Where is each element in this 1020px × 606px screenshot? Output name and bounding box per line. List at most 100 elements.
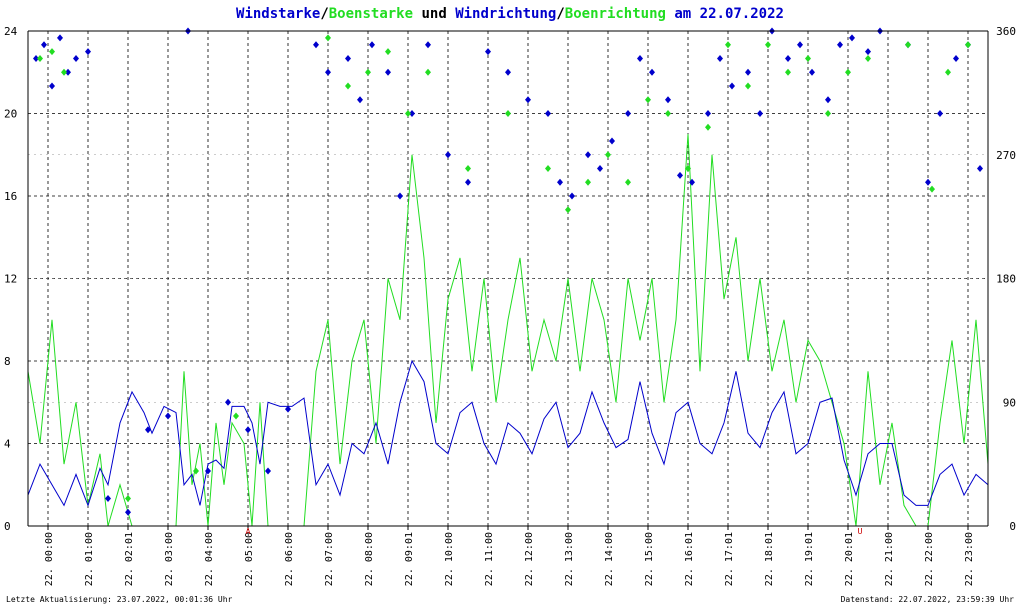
wind-speed-series	[27, 359, 989, 507]
y-right-tick-label: 180	[996, 273, 1016, 286]
title-part: Windrichtung	[455, 6, 556, 22]
wind-direction-point	[545, 110, 551, 117]
x-tick-label: 22. 14:00	[604, 532, 615, 586]
y-left-tick-label: 12	[4, 273, 17, 286]
x-tick-label: 22. 09:01	[404, 532, 415, 586]
gust-direction-point	[825, 110, 831, 117]
gust-direction-point	[425, 68, 431, 76]
gust-direction-point	[405, 110, 411, 117]
y-left-tick-label: 20	[4, 108, 17, 121]
wind-direction-point	[345, 55, 351, 62]
gust-direction-point	[945, 68, 951, 76]
x-tick-label: 22. 04:00	[204, 532, 215, 586]
wind-direction-point	[953, 55, 959, 62]
gust-direction-point	[905, 41, 911, 49]
gust-direction-point	[565, 206, 571, 214]
wind-direction-point	[525, 96, 531, 104]
wind-direction-point	[597, 165, 603, 172]
wind-direction-point	[57, 34, 63, 42]
x-tick-label: 22. 07:00	[324, 532, 335, 586]
wind-direction-point	[485, 48, 491, 56]
gust-direction-point	[125, 495, 131, 502]
gust-direction-point	[765, 41, 771, 49]
y-right-tick-label: 0	[1009, 520, 1016, 533]
gust-direction-point	[705, 123, 711, 131]
x-tick-label: 22. 18:01	[764, 532, 775, 586]
gust-direction-point	[37, 55, 43, 62]
chart-title: Windstarke/Boenstarke und Windrichtung/B…	[236, 6, 784, 22]
gust-direction-point	[725, 41, 731, 49]
gust-direction-point	[325, 34, 331, 42]
gust-direction-point	[665, 110, 671, 117]
wind-direction-point	[369, 41, 375, 49]
wind-direction-point	[665, 96, 671, 104]
wind-direction-point	[33, 55, 39, 62]
y-left-tick-label: 4	[4, 438, 11, 451]
x-tick-label: 22. 01:00	[84, 532, 95, 586]
gust-direction-point	[345, 82, 351, 90]
gust-direction-point	[845, 68, 851, 76]
event-marker-label: A	[246, 527, 251, 536]
gust-direction-point	[685, 165, 691, 172]
wind-direction-point	[325, 68, 331, 76]
wind-direction-point	[837, 41, 843, 49]
gust-direction-point	[49, 48, 55, 56]
wind-speed-line	[27, 359, 989, 507]
wind-direction-point	[265, 467, 271, 475]
gust-direction-point	[745, 82, 751, 90]
wind-direction-point	[85, 48, 91, 56]
title-part: /	[556, 6, 564, 22]
y-right-tick-label: 360	[996, 25, 1016, 38]
event-marker-label: U	[858, 527, 863, 536]
wind-direction-point	[677, 171, 683, 179]
y-left-tick-label: 8	[4, 355, 11, 368]
x-tick-label: 22. 02:01	[124, 532, 135, 586]
gust-direction-point	[605, 151, 611, 159]
x-tick-label: 22. 05:00	[244, 532, 255, 586]
x-tick-label: 22. 13:00	[564, 532, 575, 586]
gust-direction-point	[545, 165, 551, 172]
y-axis-right-ticks: 0 90 180 270 360	[996, 25, 1016, 533]
wind-direction-point	[49, 82, 55, 90]
wind-direction-point	[849, 34, 855, 42]
y-right-tick-label: 270	[996, 149, 1016, 162]
axes	[27, 30, 989, 527]
x-tick-label: 22. 12:00	[524, 532, 535, 586]
gust-direction-point	[365, 68, 371, 76]
wind-direction-point	[425, 41, 431, 49]
wind-direction-point	[585, 151, 591, 159]
wind-direction-point	[977, 165, 983, 172]
x-tick-label: 22. 00:00	[44, 532, 55, 586]
x-tick-label: 22. 21:00	[884, 532, 895, 586]
wind-direction-point	[105, 495, 111, 502]
x-tick-label: 22. 10:00	[444, 532, 455, 586]
wind-direction-point	[41, 41, 47, 49]
x-tick-label: 22. 17:01	[724, 532, 735, 586]
wind-direction-point	[625, 110, 631, 117]
x-tick-label: 22. 19:01	[804, 532, 815, 586]
y-left-tick-label: 16	[4, 190, 17, 203]
wind-direction-point	[409, 110, 415, 117]
gust-direction-point	[385, 48, 391, 56]
wind-direction-point	[745, 68, 751, 76]
x-tick-label: 22. 16:01	[684, 532, 695, 586]
y-left-tick-label: 24	[4, 25, 18, 38]
gust-speed-series	[27, 134, 989, 527]
wind-direction-point	[145, 426, 151, 434]
wind-direction-point	[313, 41, 319, 49]
wind-direction-point	[717, 55, 723, 62]
title-part: am 22.07.2022	[666, 6, 784, 22]
gust-direction-point	[61, 68, 67, 76]
x-tick-label: 22. 20:01	[844, 532, 855, 586]
gust-direction-point	[233, 412, 239, 420]
footer-left: Letzte Aktualisierung: 23.07.2022, 00:01…	[6, 595, 233, 604]
wind-direction-point	[73, 55, 79, 62]
wind-direction-point	[937, 110, 943, 117]
wind-direction-point	[285, 405, 291, 413]
wind-direction-point	[689, 178, 695, 186]
direction-points	[33, 27, 983, 516]
wind-direction-point	[925, 178, 931, 186]
y-right-tick-label: 90	[1003, 396, 1016, 409]
